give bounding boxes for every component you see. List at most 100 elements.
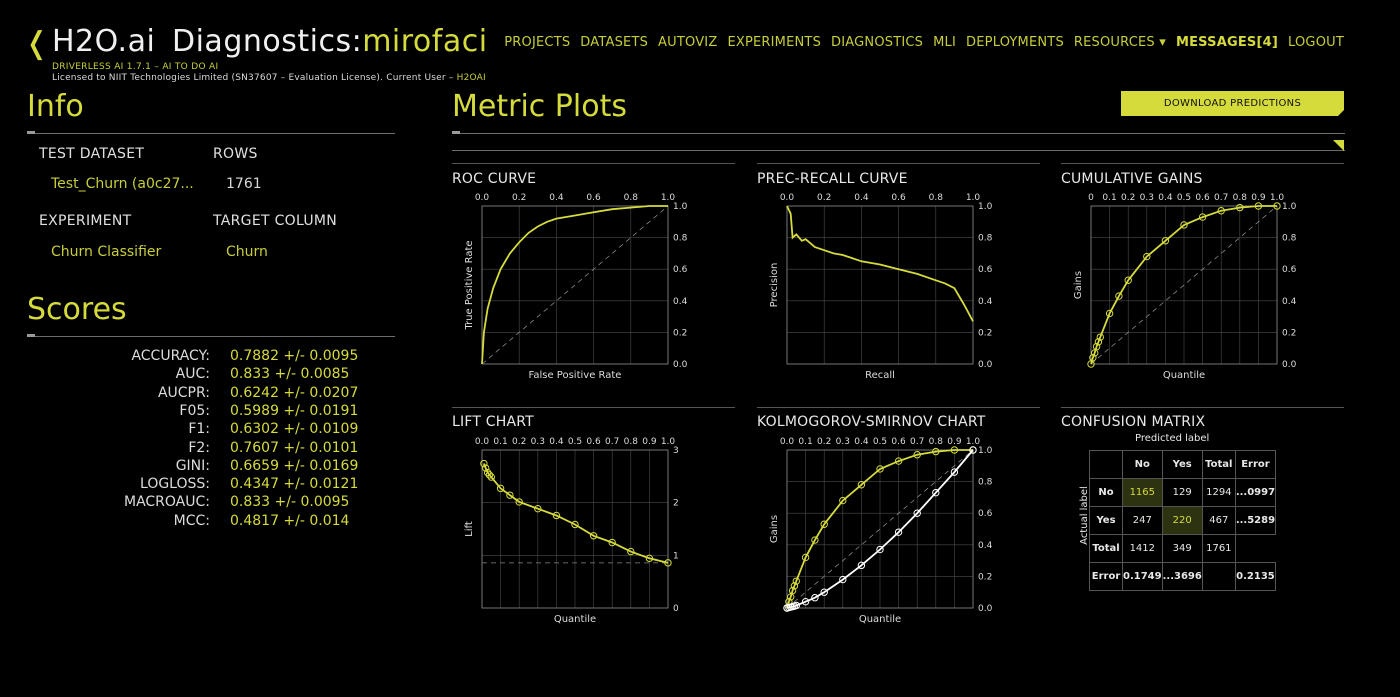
data-point	[664, 559, 672, 567]
x-tick-label: 1.0	[661, 437, 676, 447]
data-point	[1217, 207, 1225, 215]
nav-resources-dropdown[interactable]: RESOURCES ▾	[1073, 35, 1166, 50]
data-point	[571, 520, 579, 529]
data-point	[894, 528, 903, 536]
lift-chart[interactable]: 0.0 0.1 0.2 0.3 0.4 0.5 0.6 0.7 0.8 0.9 1.0 0 1 2 3 Qua…	[452, 430, 702, 626]
nav-autoviz[interactable]: AUTOVIZ	[658, 35, 718, 50]
data-point	[487, 473, 495, 481]
y-tick-label: 0.6	[978, 265, 993, 275]
data-point	[483, 468, 492, 477]
score-row: MCC: 0.4817 +/- 0.014	[0, 513, 400, 531]
cm-header-row: No Yes Total Error	[1089, 450, 1277, 479]
current-user: H2OAI	[456, 73, 486, 83]
x-tick-label: 0.0	[780, 437, 795, 447]
plot-frame	[481, 449, 669, 609]
pr-chart[interactable]: 0.0 0.2 0.4 0.6 0.8 1.0 0.0 0.2 0.4 0.6 0.8 1.0 Reca…	[757, 186, 1007, 382]
rows-label: ROWS	[213, 146, 258, 162]
x-tick-label: 0.0	[780, 193, 795, 203]
data-point	[811, 594, 819, 602]
x-tick-label: 0.8	[929, 437, 944, 447]
cm-col-no: No	[1122, 450, 1163, 479]
cm-row-total: Total 1412 349 1761	[1089, 534, 1276, 563]
y-tick-label: 0.6	[1282, 265, 1297, 275]
x-axis-label: Quantile	[1163, 370, 1205, 381]
data-point	[534, 504, 542, 513]
cm-row-error: Error 0.1749 ...3696 0.2135	[1089, 562, 1277, 591]
x-tick-label: 1.0	[661, 193, 676, 203]
y-axis-label: Gains	[1073, 271, 1084, 299]
nav-datasets[interactable]: DATASETS	[580, 35, 649, 50]
cm-row-label: Total	[1089, 534, 1123, 563]
data-point	[790, 582, 799, 590]
x-tick-label: 0.9	[642, 437, 657, 447]
cm-cell: 247	[1122, 506, 1163, 535]
scores-title: Scores	[27, 292, 127, 327]
score-row: F05: 0.5989 +/- 0.0191	[0, 403, 400, 421]
cm-cell: 1165	[1122, 478, 1163, 507]
corner-expand-icon[interactable]	[1333, 140, 1344, 151]
y-tick-label: 1	[673, 551, 679, 561]
y-tick-label: 0.4	[978, 541, 993, 551]
nav-experiments[interactable]: EXPERIMENTS	[727, 35, 822, 50]
plot-frame	[786, 449, 974, 609]
y-tick-label: 1.0	[978, 446, 993, 456]
series-line-0	[481, 205, 668, 365]
x-tick-label: 0.2	[512, 193, 526, 203]
y-tick-label: 0.2	[978, 328, 992, 338]
info-title: Info	[27, 89, 84, 124]
x-tick-label: 0.4	[854, 193, 869, 203]
series-line-0	[483, 463, 669, 564]
top-nav: PROJECTS DATASETS AUTOVIZ EXPERIMENTS DI…	[504, 35, 1344, 50]
metric-plots-divider	[452, 131, 1345, 134]
nav-deployments[interactable]: DEPLOYMENTS	[966, 35, 1064, 50]
download-predictions-button[interactable]: DOWNLOAD PREDICTIONS	[1121, 91, 1345, 117]
x-tick-label: 0.3	[531, 437, 545, 447]
data-point	[969, 446, 977, 454]
gains-chart[interactable]: 0 0.1 0.2 0.3 0.4 0.5 0.6 0.7 0.8 0.9 1.00.00.20.4…	[1061, 186, 1311, 382]
data-point	[506, 491, 514, 499]
back-arrow-icon[interactable]: ❬	[24, 26, 50, 61]
nav-logout[interactable]: LOGOUT	[1288, 35, 1344, 50]
nav-messages[interactable]: MESSAGES[4]	[1175, 35, 1279, 50]
experiment-link[interactable]: Churn Classifier	[51, 244, 162, 260]
cm-row-no: No 1165 129 1294 ...0997	[1089, 478, 1277, 507]
data-point	[1254, 202, 1263, 210]
x-tick-label: 0.2	[817, 437, 831, 447]
x-tick-label: 0.2	[817, 193, 831, 203]
data-point	[950, 446, 959, 454]
y-tick-label: 0.6	[673, 265, 688, 275]
x-axis-label: False Positive Rate	[529, 370, 622, 381]
test-dataset-link[interactable]: Test_Churn (a0c27...	[51, 176, 194, 192]
data-point	[1236, 203, 1244, 212]
data-point	[792, 601, 800, 610]
plot-frame	[786, 205, 974, 365]
cm-cell: 1294	[1201, 478, 1236, 507]
nav-projects[interactable]: PROJECTS	[504, 35, 571, 50]
scores-divider	[27, 334, 395, 337]
data-point	[950, 468, 959, 476]
y-tick-label: 0.8	[673, 234, 688, 244]
x-tick-label: 0.5	[1177, 193, 1191, 203]
ks-divider	[757, 407, 1040, 408]
score-name: GINI:	[175, 457, 210, 474]
y-tick-label: 0.8	[978, 478, 993, 488]
x-tick-label: 0.8	[624, 193, 639, 203]
cm-row-label: Yes	[1089, 506, 1123, 535]
x-tick-label: 0.6	[1195, 193, 1210, 203]
roc-chart[interactable]: 0.0 0.2 0.4 0.6 0.8 1.0 0.0 0.2 0.4 0.6 0.8 1.0 Fals…	[452, 186, 702, 382]
data-point	[1089, 353, 1097, 362]
cm-cell: 129	[1161, 478, 1203, 507]
score-value: 0.833 +/- 0.0085	[230, 366, 350, 383]
nav-mli[interactable]: MLI	[933, 35, 957, 50]
data-point	[515, 498, 523, 506]
nav-diagnostics[interactable]: DIAGNOSTICS	[831, 35, 924, 50]
y-tick-label: 0.2	[1282, 328, 1296, 338]
license-line: Licensed to NIIT Technologies Limited (S…	[52, 73, 486, 83]
brand-logo[interactable]: H2O.ai	[52, 24, 156, 59]
y-tick-label: 0.2	[673, 328, 687, 338]
score-name: MCC:	[173, 512, 210, 529]
cm-cell	[1235, 535, 1275, 563]
ks-chart[interactable]: 0.0 0.1 0.2 0.3 0.4 0.5 0.6 0.7 0.8 0.9 1.00.00.20…	[757, 430, 1007, 626]
data-point	[820, 520, 828, 528]
target-column-value: Churn	[226, 244, 268, 260]
